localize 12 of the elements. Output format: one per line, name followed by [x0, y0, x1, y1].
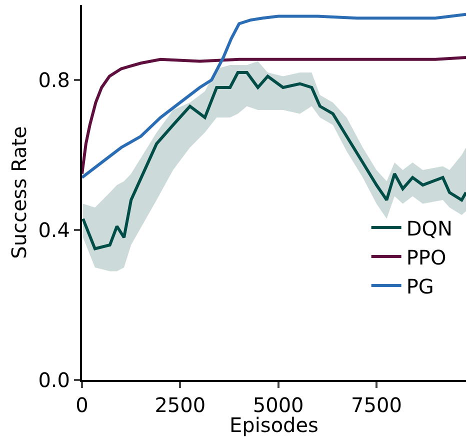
y-tick-label: 0.4 [38, 218, 70, 242]
y-axis-title: Success Rate [7, 126, 32, 259]
x-tick-label: 7500 [351, 393, 402, 417]
x-tick-label: 0 [76, 393, 88, 417]
legend-label: PG [406, 274, 434, 298]
line-series [82, 12, 466, 179]
legend-label: DQN [406, 216, 452, 240]
legend-label: PPO [406, 245, 446, 270]
y-tick-label: 0.0 [38, 368, 70, 392]
y-tick-label: 0.8 [38, 68, 70, 92]
line-series [82, 56, 466, 176]
x-tick-label: 2500 [154, 393, 206, 417]
